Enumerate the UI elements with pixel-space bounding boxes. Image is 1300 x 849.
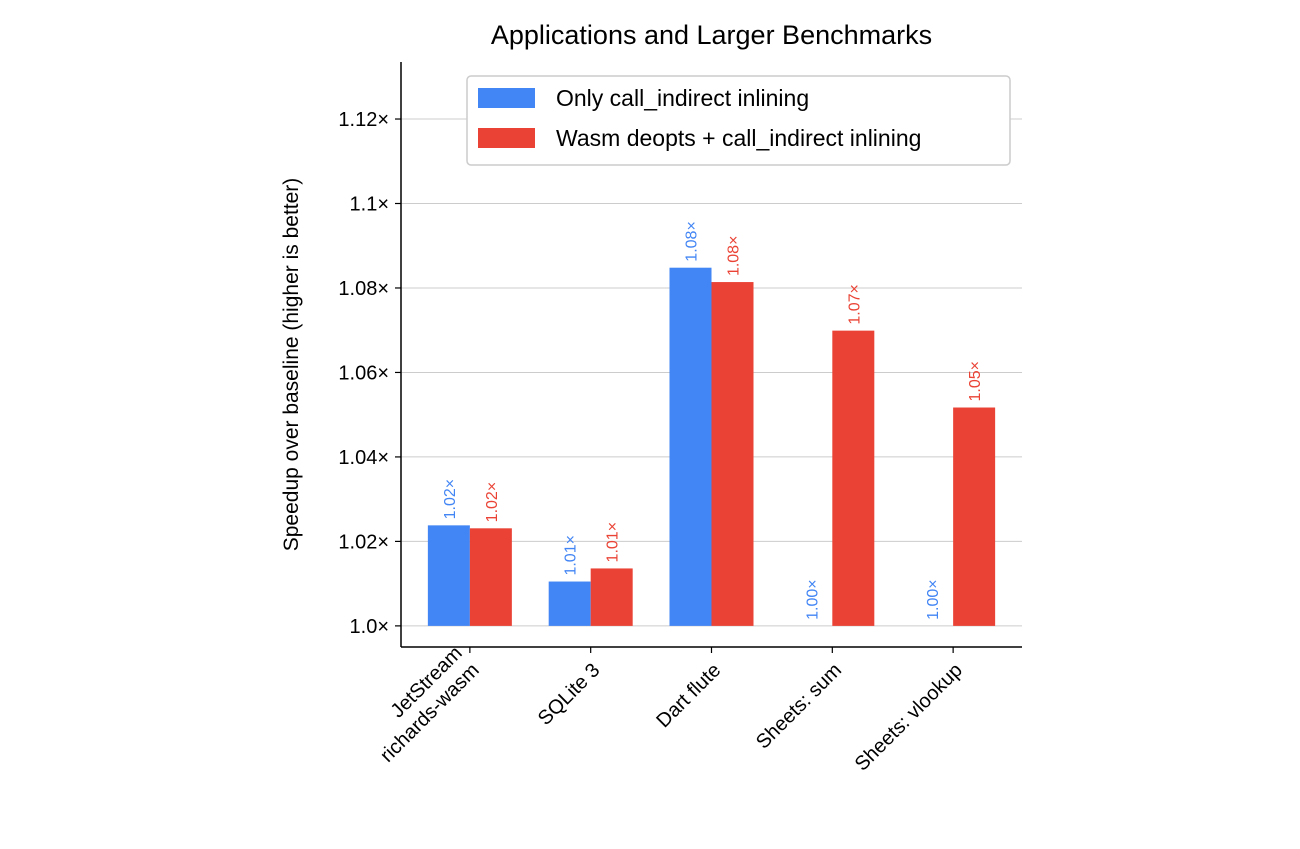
chart-title: Applications and Larger Benchmarks bbox=[491, 20, 932, 50]
legend-label: Wasm deopts + call_indirect inlining bbox=[556, 125, 921, 151]
x-tick-label: Sheets: sum bbox=[752, 659, 846, 753]
y-tick-label: 1.1× bbox=[350, 193, 389, 215]
y-tick-label: 1.08× bbox=[338, 278, 389, 300]
data-label: 1.07× bbox=[846, 284, 863, 324]
y-tick-label: 1.04× bbox=[338, 447, 389, 469]
y-tick-label: 1.06× bbox=[338, 362, 389, 384]
x-tick-label: JetStreamrichards-wasm bbox=[359, 642, 483, 766]
x-tick-label: Dart flute bbox=[652, 659, 725, 732]
legend bbox=[466, 75, 1011, 166]
data-label: 1.01× bbox=[563, 535, 580, 575]
bar bbox=[832, 330, 875, 626]
bar bbox=[548, 581, 591, 626]
legend-swatch bbox=[478, 88, 535, 108]
y-axis-label: Speedup over baseline (higher is better) bbox=[280, 178, 303, 552]
x-tick-label: Sheets: vlookup bbox=[851, 659, 967, 775]
bar bbox=[711, 282, 754, 626]
y-tick-label: 1.0× bbox=[350, 616, 389, 638]
data-label: 1.00× bbox=[804, 579, 821, 619]
data-label: 1.00× bbox=[925, 579, 942, 619]
data-label: 1.02× bbox=[484, 482, 501, 522]
data-label: 1.01× bbox=[605, 522, 622, 562]
data-label: 1.02× bbox=[442, 479, 459, 519]
data-label: 1.08× bbox=[726, 236, 743, 276]
x-tick-label: SQLite 3 bbox=[534, 659, 605, 730]
y-tick-label: 1.02× bbox=[338, 531, 389, 553]
bar bbox=[669, 267, 712, 626]
bar bbox=[469, 528, 512, 626]
data-label: 1.05× bbox=[967, 361, 984, 401]
legend-label: Only call_indirect inlining bbox=[556, 85, 809, 111]
bar bbox=[427, 525, 470, 626]
bar bbox=[953, 407, 996, 626]
legend-swatch bbox=[478, 128, 535, 148]
y-tick-label: 1.12× bbox=[338, 109, 389, 131]
bar bbox=[590, 568, 633, 626]
data-label: 1.08× bbox=[684, 221, 701, 261]
